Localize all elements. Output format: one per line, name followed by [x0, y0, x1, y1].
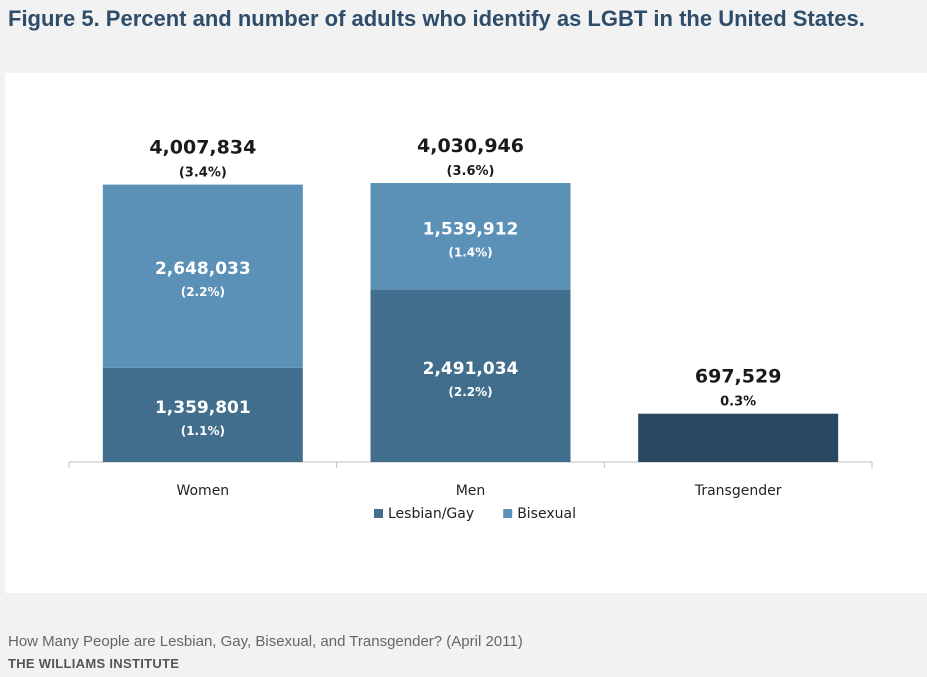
- legend-label: Bisexual: [517, 506, 576, 522]
- total-value-label: 697,529: [695, 366, 782, 388]
- total-value-label: 4,007,834: [149, 137, 256, 159]
- bar-bisexual-men[interactable]: [370, 183, 571, 290]
- chart-panel: 1,359,801 (1.1%) 2,648,033 (2.2%) 4,007,834 (…: [5, 73, 927, 593]
- segment-value-label: 1,359,801: [155, 398, 251, 418]
- segment-value-label: 2,648,033: [155, 259, 251, 279]
- legend-swatch: [374, 509, 383, 518]
- total-percent-label: (3.6%): [447, 164, 495, 179]
- report-caption: How Many People are Lesbian, Gay, Bisexu…: [8, 633, 523, 650]
- bar-lesbian-gay-women[interactable]: [102, 367, 303, 462]
- chart-svg: 1,359,801 (1.1%) 2,648,033 (2.2%) 4,007,834 (…: [68, 135, 873, 522]
- segment-percent-label: (1.4%): [448, 245, 492, 259]
- segment-value-label: 2,491,034: [423, 359, 519, 379]
- x-tick-label: Men: [456, 483, 486, 499]
- total-value-label: 4,030,946: [417, 135, 524, 157]
- total-percent-label: (3.4%): [179, 166, 227, 181]
- figure-title: Figure 5. Percent and number of adults w…: [8, 6, 865, 31]
- segment-percent-label: (2.2%): [181, 285, 225, 299]
- segment-percent-label: (1.1%): [181, 424, 225, 438]
- bar-lesbian-gay-men[interactable]: [370, 289, 571, 462]
- x-tick-label: Women: [176, 483, 229, 499]
- bar-bisexual-women[interactable]: [102, 184, 303, 368]
- x-tick-label: Transgender: [694, 483, 782, 499]
- legend-swatch: [503, 509, 513, 518]
- bar-transgender-transgender[interactable]: [638, 413, 839, 462]
- segment-value-label: 1,539,912: [423, 219, 519, 239]
- source-institute: THE WILLIAMS INSTITUTE: [8, 656, 180, 671]
- total-percent-label: 0.3%: [720, 395, 756, 410]
- segment-percent-label: (2.2%): [448, 385, 492, 399]
- legend-label: Lesbian/Gay: [388, 506, 474, 522]
